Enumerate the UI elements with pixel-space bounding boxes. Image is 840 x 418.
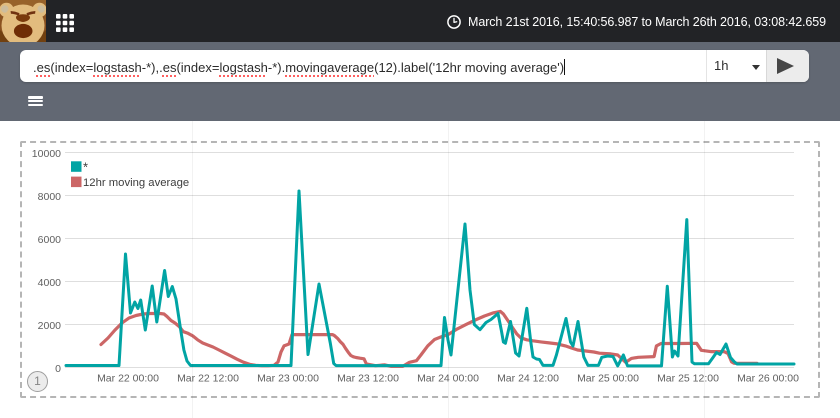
svg-text:Mar 26 00:00: Mar 26 00:00 bbox=[737, 373, 799, 385]
svg-text:*: * bbox=[83, 160, 88, 175]
svg-text:6000: 6000 bbox=[38, 234, 62, 246]
svg-text:Mar 22 12:00: Mar 22 12:00 bbox=[177, 373, 239, 385]
svg-text:Mar 23 12:00: Mar 23 12:00 bbox=[337, 373, 399, 385]
svg-text:8000: 8000 bbox=[38, 191, 62, 203]
svg-text:Mar 24 00:00: Mar 24 00:00 bbox=[417, 373, 479, 385]
svg-text:Mar 25 00:00: Mar 25 00:00 bbox=[577, 373, 639, 385]
svg-text:Mar 25 12:00: Mar 25 12:00 bbox=[657, 373, 719, 385]
svg-text:0: 0 bbox=[55, 363, 61, 375]
svg-text:2000: 2000 bbox=[38, 320, 62, 332]
svg-text:12hr moving average: 12hr moving average bbox=[83, 177, 189, 189]
svg-text:Mar 23 00:00: Mar 23 00:00 bbox=[257, 373, 319, 385]
svg-text:Mar 22 00:00: Mar 22 00:00 bbox=[97, 373, 159, 385]
svg-text:4000: 4000 bbox=[38, 277, 62, 289]
svg-text:Mar 24 12:00: Mar 24 12:00 bbox=[497, 373, 559, 385]
svg-text:10000: 10000 bbox=[32, 148, 61, 160]
